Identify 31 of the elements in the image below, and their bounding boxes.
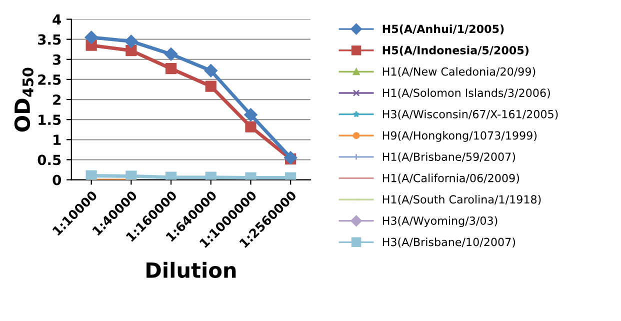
point xyxy=(245,121,256,132)
point xyxy=(204,64,218,78)
point xyxy=(124,34,138,48)
legend-label: H1(A/California/06/2009) xyxy=(382,174,519,184)
point xyxy=(205,80,216,92)
point xyxy=(164,48,178,61)
legend-label: H5(A/Indonesia/5/2005) xyxy=(382,46,529,56)
x-axis-title: Dilution xyxy=(146,262,236,278)
legend-label: H3(A/Wyoming/3/03) xyxy=(382,216,498,228)
y-tick-label: 1 xyxy=(54,134,61,145)
legend-label: H3(A/Wisconsin/67/X-161/2005) xyxy=(382,110,558,120)
y-tick-label: 2.5 xyxy=(38,74,61,85)
point xyxy=(84,30,98,44)
point xyxy=(244,108,258,122)
y-tick-label: 1.5 xyxy=(38,114,61,126)
legend-label: H3(A/Brisbane/10/2007) xyxy=(382,238,516,248)
legend-label: H1(A/Solomon Islands/3/2006) xyxy=(382,88,550,98)
y-tick-label: 3.5 xyxy=(38,34,61,45)
y-tick-label: 2 xyxy=(53,94,60,105)
point xyxy=(165,63,177,74)
y-axis-title: OD$_{450}$ xyxy=(14,68,34,132)
point xyxy=(126,45,137,56)
legend-label: H1(A/New Caledonia/20/99) xyxy=(382,67,536,78)
y-tick-label: 0.5 xyxy=(38,154,61,166)
legend-label: H1(A/Brisbane/59/2007) xyxy=(382,152,516,162)
y-tick-label: 0 xyxy=(52,174,62,186)
legend-label: H5(A/Anhui/1/2005) xyxy=(382,24,504,34)
legend-label: H9(A/Hongkong/1073/1999) xyxy=(382,131,537,142)
legend-label: H1(A/South Carolina/1/1918) xyxy=(382,194,541,205)
y-tick-label: 3 xyxy=(52,54,61,65)
y-tick-label: 4 xyxy=(52,14,62,25)
